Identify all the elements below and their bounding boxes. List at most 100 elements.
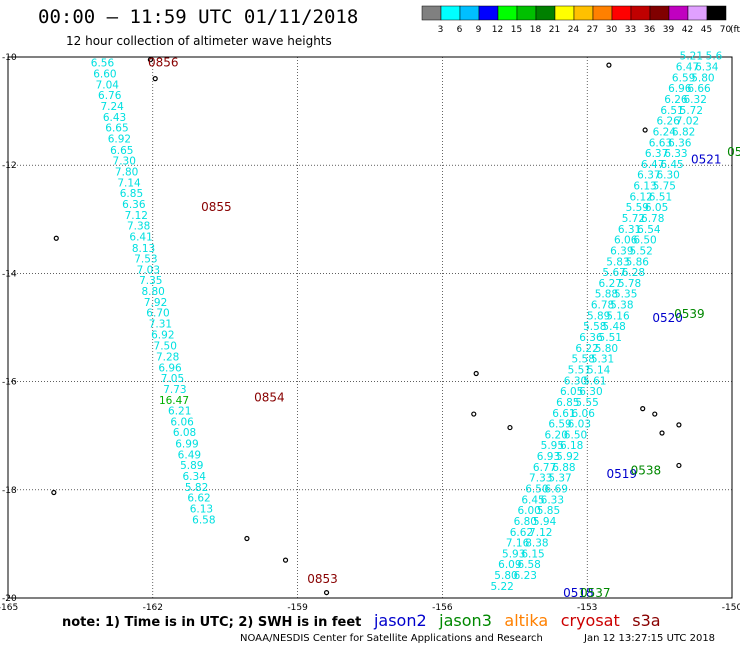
island-outline [606, 62, 612, 68]
colorbar-label: 36 [644, 25, 656, 35]
swh-value-label: 5.86 [626, 256, 650, 268]
swh-value-label: 5.75 [653, 181, 676, 193]
swh-value-label: 6.85 [556, 397, 579, 409]
chart-subtitle: 12 hour collection of altimeter wave hei… [66, 34, 332, 48]
swh-value-label: 5.51 [599, 332, 622, 344]
swh-value-label: 6.56 [91, 58, 115, 70]
swh-value-label: 6.30 [564, 375, 587, 387]
chart-title: 00:00 – 11:59 UTC 01/11/2018 [38, 6, 359, 28]
swh-value-label: 6.45 [660, 159, 683, 171]
swh-value-label: 6.15 [521, 548, 544, 560]
island-outlines [51, 57, 682, 596]
swh-value-label: 6.05 [560, 386, 583, 398]
swh-value-label: 5.51 [568, 364, 591, 376]
swh-value-label: 6.03 [568, 419, 591, 431]
island-outline [147, 57, 153, 63]
swh-value-label: 7.73 [163, 384, 186, 396]
swh-value-label: 5.80 [595, 343, 618, 355]
swh-value-label: 6.96 [668, 83, 692, 95]
island-outline [282, 557, 289, 563]
legend-jason3: jason3 [439, 611, 492, 630]
legend-altika: altika [504, 611, 549, 630]
swh-value-label: 5.58 [583, 321, 606, 333]
swh-value-label: 6.77 [533, 462, 556, 474]
footer-note: note: 1) Time is in UTC; 2) SWH is in fe… [62, 611, 661, 630]
colorbar-label: 39 [663, 25, 675, 35]
swh-value-label: 5.52 [629, 245, 652, 257]
island-outline [659, 430, 665, 436]
swh-value-label: 6.78 [591, 300, 614, 312]
legend-s3a: s3a [632, 611, 661, 630]
satellite-tracks: 6.566.607.046.767.246.436.656.926.657.30… [91, 51, 740, 600]
island-outline [642, 127, 648, 133]
swh-value-label: 6.85 [120, 188, 143, 200]
island-outline [640, 406, 646, 412]
island-outline [323, 589, 330, 596]
swh-value-label: 6.06 [614, 235, 638, 247]
swh-value-label: 6.93 [537, 451, 560, 463]
swh-value-label: 5.67 [602, 267, 625, 279]
swh-value-label: 6.30 [656, 170, 679, 182]
pass-time-label: 0537 [580, 586, 611, 600]
colorbar-label: 45 [701, 25, 712, 35]
pass-time-label: 0520 [652, 311, 683, 325]
swh-value-label: 5.95 [541, 440, 564, 452]
lat-lon-grid [7, 56, 733, 599]
colorbar-label: 9 [476, 25, 482, 35]
swh-value-label: 6.49 [178, 449, 201, 461]
colorbar-label: 27 [587, 25, 598, 35]
swh-value-label: 7.12 [529, 527, 552, 539]
colorbar-swatch [630, 5, 651, 21]
swh-value-label: 5.82 [185, 482, 208, 494]
swh-value-label: 5.37 [548, 473, 571, 485]
swh-value-label: 6.59 [672, 72, 695, 84]
pass-time-label: 0521 [691, 153, 722, 167]
lon-tick-label: -159 [287, 603, 308, 612]
colorbar-label: 12 [492, 25, 503, 35]
swh-value-label: 6.06 [572, 408, 596, 420]
colorbar-swatch [440, 5, 461, 21]
swh-value-label: 6.80 [514, 516, 537, 528]
swh-value-label: 5.94 [533, 516, 557, 528]
colorbar-label: 70 [720, 25, 732, 35]
swh-value-label: 5.80 [691, 72, 714, 84]
swh-value-label: 5.78 [618, 278, 641, 290]
swh-value-label: 6.32 [684, 94, 707, 106]
swh-value-label: 6.00 [517, 505, 540, 517]
swh-value-label: 6.06 [170, 416, 194, 428]
swh-value-label: 6.63 [649, 137, 672, 149]
pass-time-label: 0518 [563, 586, 594, 600]
island-outline [244, 535, 250, 542]
colorbar-swatch [554, 5, 575, 21]
colorbar-swatch [706, 5, 727, 21]
swh-value-label: 6.34 [695, 62, 719, 74]
swh-value-label: 5.22 [490, 581, 513, 593]
swh-value-label: 7.92 [144, 297, 167, 309]
swh-value-label: 7.30 [113, 156, 136, 168]
footer-note-text: note: 1) Time is in UTC; 2) SWH is in fe… [62, 615, 362, 630]
axis-tick-labels: -165 -162 -159 -156 -153 -150 -10 -12 -14 -16 -18 -… [0, 53, 740, 612]
swh-value-label: 6.21 [168, 406, 191, 418]
swh-value-label: 6.65 [105, 123, 128, 135]
colorbar-swatch [668, 5, 689, 21]
lat-tick-label: -10 [2, 53, 17, 63]
swh-value-label: 5.89 [180, 460, 203, 472]
swh-value-label: 5.80 [494, 570, 517, 582]
swh-value-label: 6.23 [514, 570, 537, 582]
swh-value-label: 5.31 [591, 354, 614, 366]
swh-value-label: 7.12 [125, 210, 148, 222]
swh-value-label: 6.69 [545, 484, 568, 496]
swh-value-label: 5.58 [572, 354, 595, 366]
swh-value-label: 7.53 [134, 254, 157, 266]
legend-cryosat: cryosat [560, 611, 620, 630]
lon-tick-label: -162 [143, 603, 163, 612]
swh-value-label: 5.16 [606, 310, 630, 322]
swh-value-label: 7.31 [149, 319, 172, 331]
lon-tick-label: -156 [432, 603, 453, 612]
island-outline [471, 411, 477, 417]
swh-value-label: 7.14 [117, 177, 141, 189]
lon-tick-label: -153 [577, 603, 597, 612]
swh-value-label: 6.70 [146, 308, 169, 320]
swh-value-label: 5.48 [602, 321, 625, 333]
swh-value-label: 6.51 [649, 191, 672, 203]
